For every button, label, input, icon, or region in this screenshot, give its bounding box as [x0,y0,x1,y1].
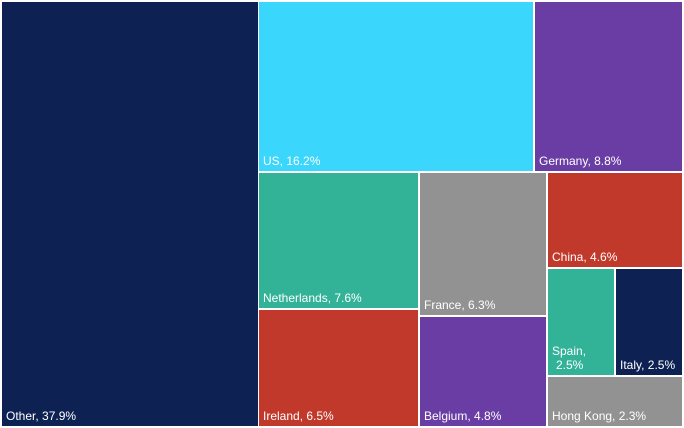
tile-germany [535,2,682,171]
tile-us [259,2,533,171]
tile-label-spain: Spain, 2.5% [552,344,586,372]
tile-china [548,173,682,267]
tile-france [420,173,546,315]
tile-label-hong-kong: Hong Kong, 2.3% [552,409,646,423]
tile-label-italy: Italy, 2.5% [620,358,675,372]
tile-label-germany: Germany, 8.8% [539,154,622,168]
tile-label-ireland: Ireland, 6.5% [263,409,334,423]
tile-label-belgium: Belgium, 4.8% [424,409,502,423]
tile-spain [548,269,614,375]
tile-italy [616,269,682,375]
tile-ireland [259,310,418,426]
tile-label-netherlands: Netherlands, 7.6% [263,291,362,305]
tile-other [2,2,258,426]
tile-label-china: China, 4.6% [552,250,618,264]
tile-netherlands [259,173,418,308]
tile-hong-kong [548,377,682,426]
tile-label-other: Other, 37.9% [6,409,76,423]
tile-belgium [420,317,546,426]
tile-label-us: US, 16.2% [263,154,321,168]
tile-label-france: France, 6.3% [424,298,496,312]
